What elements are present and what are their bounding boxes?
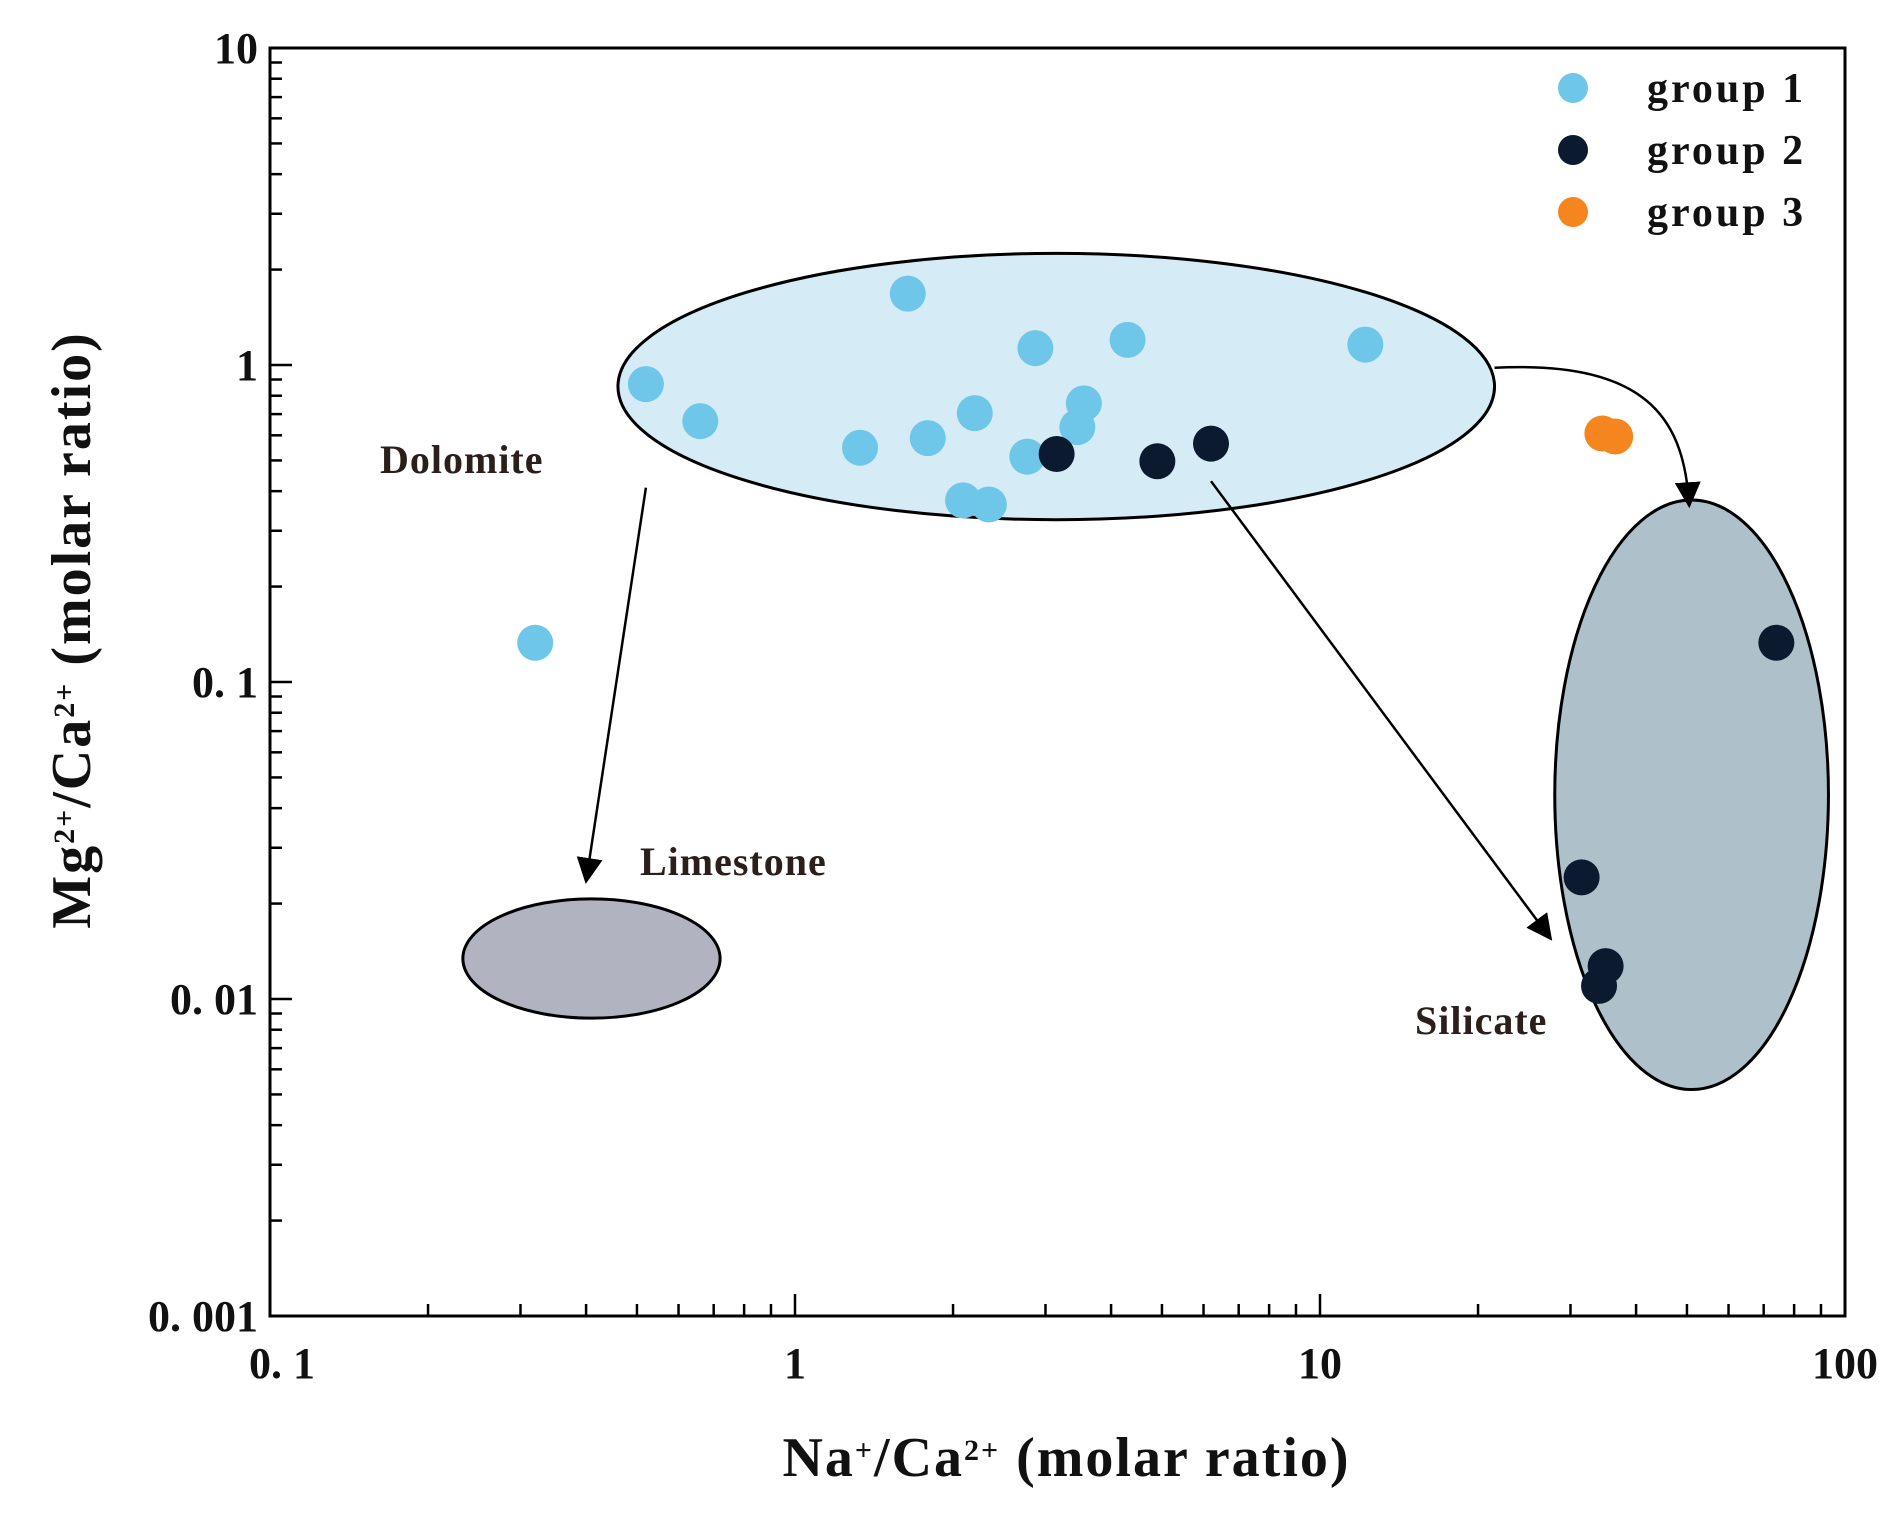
group-1-point-4 [842,429,879,466]
points-layer [517,275,1795,1004]
group-1-point-14 [1109,321,1146,358]
group-2-point-7 [1758,624,1795,661]
group-1-point-5 [889,275,926,312]
group-1-point-3 [682,403,719,440]
y-tick-label: 0. 01 [170,975,258,1024]
y-axis-title: Mg2+/Ca2+ (molar ratio) [41,331,103,929]
x-tick-label: 10 [1298,1339,1342,1388]
arrow-2 [1494,365,1701,509]
group-1-point-1 [517,624,554,661]
arrow-1 [576,487,648,884]
silicate-label: Silicate [1415,998,1547,1043]
group-1-point-6 [909,420,946,457]
group-1-point-10 [1009,438,1046,475]
x-axis-title: Na+/Ca2+ (molar ratio) [782,1427,1350,1489]
group-2-point-3 [1193,425,1230,462]
x-tick-label: 0. 1 [249,1339,315,1388]
legend-marker-group-3 [1558,197,1588,227]
group-3-point-2 [1597,418,1634,455]
region-labels: Dolomite Limestone Silicate [380,437,1547,1043]
y-tick-label: 1 [236,341,258,390]
x-tick-label: 100 [1812,1339,1878,1388]
legend-marker-group-1 [1558,73,1588,103]
dolomite-label: Dolomite [380,437,544,482]
group-1-point-2 [627,366,664,403]
group-1-point-8 [956,395,993,432]
group-1-point-13 [1065,385,1102,422]
group-1-point-11 [1017,330,1054,367]
group-2-point-6 [1581,967,1618,1004]
limestone-label: Limestone [640,839,827,884]
group-2-point-4 [1563,859,1600,896]
axis-titles: Na+/Ca2+ (molar ratio) Mg2+/Ca2+ (molar r… [41,331,1350,1489]
dolomite-region [616,251,1497,522]
y-tick-label: 0. 1 [192,658,258,707]
legend-label-group-2: group 2 [1647,128,1806,174]
arrows-layer [576,365,1701,941]
y-tick-label: 0. 001 [148,1292,258,1341]
y-tick-label: 10 [214,24,258,73]
regions-layer [461,251,1830,1092]
group-2-point-1 [1038,435,1075,472]
legend-marker-group-2 [1558,135,1588,165]
arrow-3 [1210,480,1553,941]
limestone-region [461,897,722,1020]
x-tick-label: 1 [784,1339,806,1388]
legend: group 1 group 2 group 3 [1558,66,1806,236]
legend-label-group-1: group 1 [1647,66,1806,112]
group-1-point-15 [1347,326,1384,363]
legend-label-group-3: group 3 [1647,190,1806,236]
group-1-point-9 [970,486,1007,523]
group-2-point-2 [1139,443,1176,480]
axes-layer: 0. 1 1 10 100 0. 001 0. 01 0. 1 1 10 [148,24,1878,1388]
